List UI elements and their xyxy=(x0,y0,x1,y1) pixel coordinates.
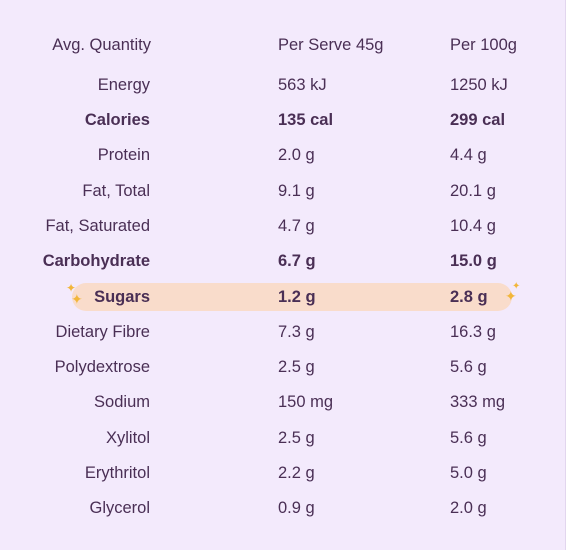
row-serve: 2.5 g xyxy=(278,429,315,447)
row-name: Xylitol xyxy=(105,429,150,447)
table-row: Energy 563 kJ 1250 kJ xyxy=(0,71,566,99)
table-header: Avg. Quantity Per Serve 45g Per 100g xyxy=(0,31,566,59)
table-row: Fat, Total 9.1 g 20.1 g xyxy=(0,177,566,205)
row-serve: 150 mg xyxy=(278,393,334,411)
row-per100: 16.3 g xyxy=(450,323,496,341)
row-per100: 20.1 g xyxy=(450,182,496,200)
row-per100: 4.4 g xyxy=(450,146,487,164)
table-row: Protein 2.0 g 4.4 g xyxy=(0,141,566,169)
row-serve: 563 kJ xyxy=(278,76,327,94)
table-row: Carbohydrate 6.7 g 15.0 g xyxy=(0,247,566,275)
table-row: Dietary Fibre 7.3 g 16.3 g xyxy=(0,318,566,346)
row-per100: 2.8 g xyxy=(450,288,488,306)
row-per100: 1250 kJ xyxy=(450,76,508,94)
table-row: Calories 135 cal 299 cal xyxy=(0,106,566,134)
row-per100: 5.0 g xyxy=(450,464,487,482)
table-row: Erythritol 2.2 g 5.0 g xyxy=(0,459,566,487)
table-row: Xylitol 2.5 g 5.6 g xyxy=(0,424,566,452)
row-name: Sodium xyxy=(94,393,150,411)
sparkle-icon: ✦ xyxy=(66,281,77,295)
row-per100: 2.0 g xyxy=(450,499,487,517)
header-per100: Per 100g xyxy=(450,36,517,54)
row-per100: 10.4 g xyxy=(450,217,496,235)
row-serve: 135 cal xyxy=(278,111,334,129)
row-serve: 6.7 g xyxy=(278,252,316,270)
table-row: Fat, Saturated 4.7 g 10.4 g xyxy=(0,212,566,240)
row-per100: 15.0 g xyxy=(450,252,497,270)
table-row: Polydextrose 2.5 g 5.6 g xyxy=(0,353,566,381)
sparkle-icon: ✦ xyxy=(512,281,521,292)
row-name: Erythritol xyxy=(84,464,150,482)
table-row: Sodium 150 mg 333 mg xyxy=(0,388,566,416)
row-name: Glycerol xyxy=(89,499,150,517)
table-row: Glycerol 0.9 g 2.0 g xyxy=(0,494,566,522)
row-serve: 7.3 g xyxy=(278,323,315,341)
row-per100: 333 mg xyxy=(450,393,506,411)
header-name: Avg. Quantity xyxy=(52,36,151,54)
row-name: Carbohydrate xyxy=(42,252,150,270)
row-serve: 9.1 g xyxy=(278,182,315,200)
row-serve: 2.2 g xyxy=(278,464,315,482)
row-serve: 2.0 g xyxy=(278,146,315,164)
sugars-highlight xyxy=(72,283,512,311)
row-serve: 0.9 g xyxy=(278,499,315,517)
row-name: Polydextrose xyxy=(54,358,150,376)
row-per100: 299 cal xyxy=(450,111,506,129)
row-per100: 5.6 g xyxy=(450,429,487,447)
row-name: Sugars xyxy=(94,288,150,306)
row-serve: 2.5 g xyxy=(278,358,315,376)
row-name: Protein xyxy=(97,146,150,164)
sparkle-icon: ✦ xyxy=(505,288,517,304)
row-serve: 4.7 g xyxy=(278,217,315,235)
row-serve: 1.2 g xyxy=(278,288,316,306)
sparkle-icon: ✦ xyxy=(71,291,83,307)
row-per100: 5.6 g xyxy=(450,358,487,376)
row-name: Fat, Total xyxy=(82,182,150,200)
header-serve: Per Serve 45g xyxy=(278,36,384,54)
table-row-highlighted: Sugars 1.2 g 2.8 g xyxy=(0,283,566,311)
row-name: Dietary Fibre xyxy=(55,323,150,341)
row-name: Fat, Saturated xyxy=(45,217,150,235)
row-name: Energy xyxy=(97,76,150,94)
row-name: Calories xyxy=(84,111,150,129)
